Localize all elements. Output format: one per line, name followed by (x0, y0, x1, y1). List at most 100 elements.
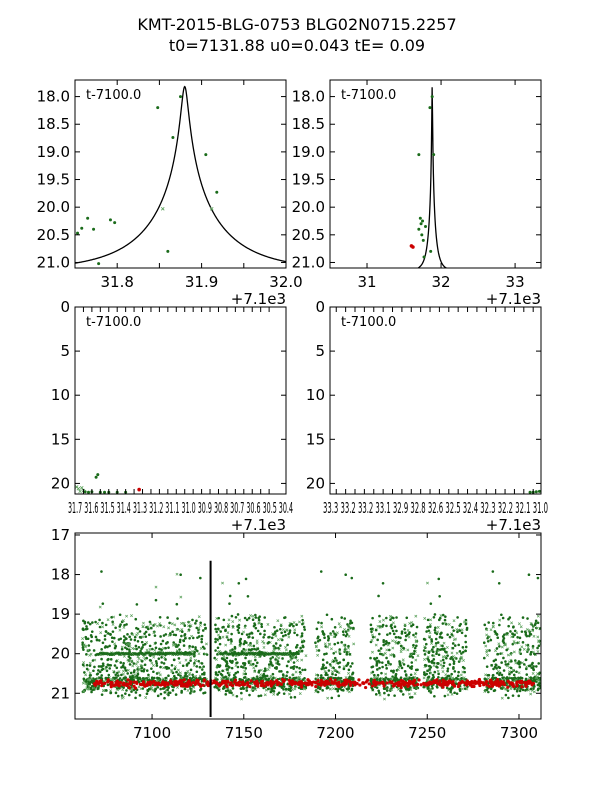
data-point (247, 643, 251, 647)
data-point (303, 681, 307, 685)
panel-annotation: t-7100.0 (341, 88, 396, 103)
data-point (272, 681, 276, 685)
data-point (114, 645, 118, 648)
data-point (127, 659, 131, 663)
data-point (189, 677, 192, 680)
data-point (221, 669, 224, 673)
data-point (391, 629, 395, 633)
data-point (535, 665, 538, 668)
data-point (113, 642, 117, 646)
x-tick-label: 7100 (133, 724, 171, 742)
data-point (160, 655, 163, 659)
data-point (230, 614, 234, 618)
data-point (404, 686, 407, 689)
data-point (150, 681, 154, 685)
data-point (298, 666, 301, 670)
data-point (385, 616, 388, 620)
data-point (111, 630, 115, 633)
data-point (228, 689, 232, 692)
data-point (133, 635, 137, 639)
data-point (214, 649, 217, 652)
data-point (378, 678, 382, 681)
data-point (378, 620, 382, 623)
data-point (103, 634, 107, 638)
data-point (217, 670, 221, 674)
data-point (496, 671, 499, 675)
data-point (316, 636, 319, 640)
data-point (120, 694, 124, 697)
data-point (86, 637, 90, 641)
data-point (152, 631, 156, 635)
data-point (264, 688, 268, 692)
data-point (179, 671, 182, 675)
data-point (214, 657, 218, 661)
data-point (485, 688, 489, 692)
data-point (533, 623, 537, 627)
data-point (126, 672, 129, 675)
data-point (82, 648, 85, 651)
data-point (462, 620, 466, 624)
data-point (510, 635, 514, 639)
plot-area (75, 85, 286, 266)
data-point (392, 682, 396, 686)
data-point (485, 650, 489, 654)
data-point (434, 626, 437, 630)
data-point (431, 676, 435, 680)
data-point (338, 665, 341, 669)
data-point (130, 614, 133, 618)
data-point (293, 695, 297, 699)
data-point (425, 630, 428, 633)
data-point (302, 625, 306, 629)
data-point (174, 693, 178, 696)
data-point (120, 673, 123, 677)
data-point (414, 632, 418, 635)
data-point (298, 692, 302, 696)
data-point (97, 262, 101, 266)
data-point (236, 613, 240, 616)
data-point (459, 673, 463, 677)
data-point (289, 696, 293, 699)
data-point (491, 624, 495, 628)
data-point (446, 693, 450, 697)
data-point (487, 621, 490, 624)
data-point (248, 684, 252, 689)
data-point (253, 622, 256, 625)
data-point (396, 668, 400, 672)
data-point (513, 687, 516, 691)
data-point (301, 622, 304, 626)
data-point (426, 618, 430, 622)
data-point (409, 673, 413, 677)
data-point (408, 621, 412, 625)
y-tick-label: 0 (60, 298, 70, 316)
y-tick-label: 0 (315, 298, 325, 316)
data-point (376, 668, 379, 671)
data-point (395, 629, 398, 633)
data-point (436, 647, 439, 651)
data-point (133, 686, 138, 690)
data-point (343, 645, 347, 649)
data-point (482, 656, 486, 660)
data-point (263, 629, 266, 633)
data-point (515, 689, 519, 693)
data-point (334, 673, 338, 677)
data-point (147, 627, 150, 631)
data-point (151, 663, 155, 667)
data-point (333, 656, 337, 660)
data-point (485, 665, 489, 668)
data-point (427, 650, 431, 654)
data-point (451, 686, 454, 690)
data-point (134, 696, 137, 700)
data-point (411, 676, 415, 680)
data-point (513, 641, 517, 645)
data-point (136, 676, 140, 680)
data-point (455, 651, 459, 655)
data-point (401, 679, 405, 683)
data-point (222, 655, 226, 659)
data-point (134, 617, 138, 621)
data-point (299, 685, 304, 689)
data-point (498, 645, 501, 648)
data-point (82, 661, 86, 664)
data-point (276, 660, 280, 663)
